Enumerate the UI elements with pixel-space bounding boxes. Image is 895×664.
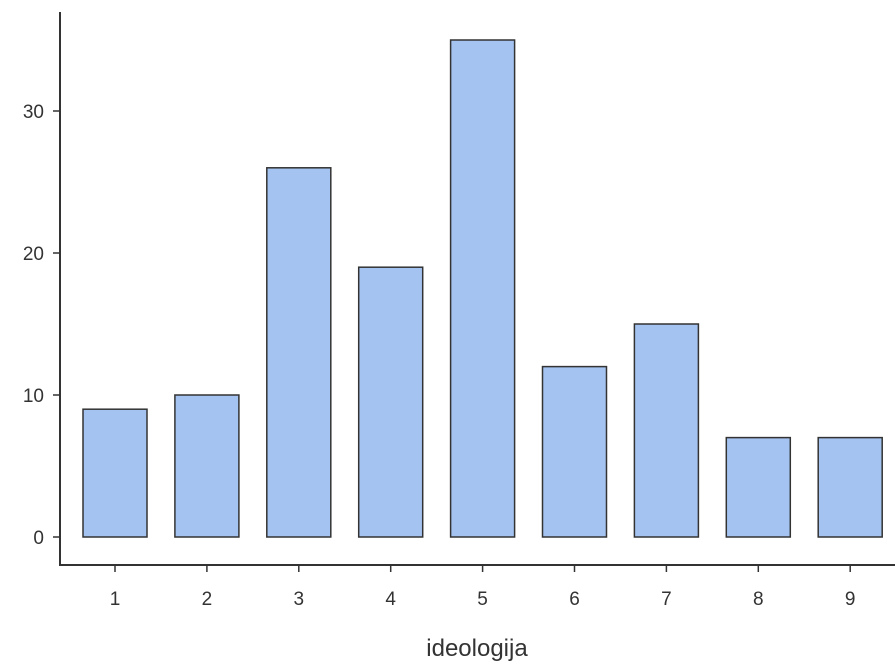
x-tick-label-1: 1 [110, 589, 121, 610]
y-tick-label-30: 30 [23, 102, 44, 123]
x-tick-label-3: 3 [294, 589, 305, 610]
bar-5 [449, 39, 516, 538]
x-tick-label-9: 9 [845, 589, 856, 610]
x-tick-label-4: 4 [385, 589, 396, 610]
x-axis-title: ideologija [426, 635, 528, 662]
bar-1 [82, 408, 148, 538]
x-tick-label-6: 6 [569, 589, 580, 610]
y-tick-label-20: 20 [23, 244, 44, 265]
y-tick-label-0: 0 [33, 528, 44, 549]
bar-6 [541, 365, 608, 538]
bar-7 [633, 323, 700, 538]
bar-3 [266, 167, 332, 538]
x-tick-label-5: 5 [477, 589, 488, 610]
x-tick-label-7: 7 [661, 589, 672, 610]
bars-group [82, 39, 883, 538]
x-tick-label-8: 8 [753, 589, 764, 610]
y-ticks-group: 0 10 20 30 [23, 102, 60, 549]
bar-2 [174, 394, 240, 538]
x-tick-label-2: 2 [202, 589, 213, 610]
bar-8 [725, 436, 792, 538]
y-tick-label-10: 10 [23, 386, 44, 407]
x-ticks-group: 1 2 3 4 5 6 7 8 9 [110, 565, 856, 610]
bar-9 [817, 436, 883, 538]
bar-4 [357, 266, 424, 538]
